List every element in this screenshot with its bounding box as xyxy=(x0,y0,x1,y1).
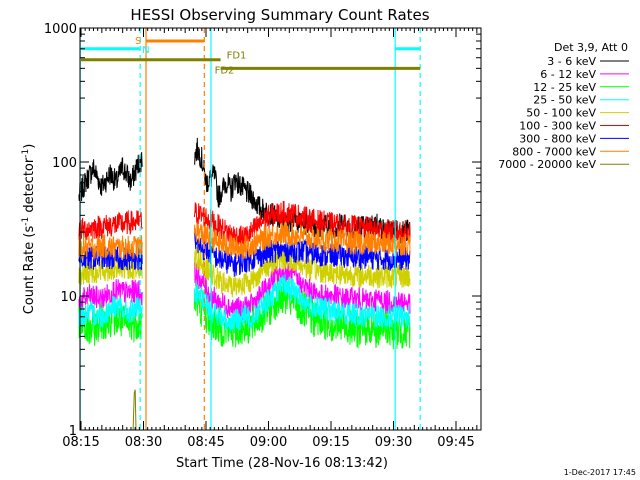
legend-label-0: 3 - 6 keV xyxy=(547,55,596,68)
chart-title: HESSI Observing Summary Count Rates xyxy=(130,6,429,24)
y-tick-label-3: 1000 xyxy=(44,22,77,37)
y-axis-label-sup1: -1 xyxy=(21,217,31,226)
y-tick-label-2: 100 xyxy=(52,156,77,171)
flag-label-fd1-3: FD1 xyxy=(227,51,247,62)
flag-label-s-0: S xyxy=(135,36,141,47)
legend-label-6: 300 - 800 keV xyxy=(519,132,596,145)
y-axis-label-sup2: -1 xyxy=(21,149,31,158)
y-axis-label-part2: detector xyxy=(22,157,37,217)
legend-label-7: 800 - 7000 keV xyxy=(512,145,596,158)
y-axis-label-part1: Count Rate (s xyxy=(22,226,37,315)
y-tick-layer: 1 10 100 1000 xyxy=(44,22,481,439)
footer-timestamp: 1-Dec-2017 17:45 xyxy=(564,468,636,477)
series-layer xyxy=(78,137,411,431)
series-line-8 xyxy=(132,389,137,431)
series-line-3 xyxy=(78,273,411,333)
x-tick-label-6: 09:45 xyxy=(437,435,474,450)
legend-label-3: 25 - 50 keV xyxy=(533,94,596,107)
y-axis-label-part3: ) xyxy=(22,144,37,149)
x-tick-label-0: 08:15 xyxy=(62,435,99,450)
series-line-7 xyxy=(78,221,411,261)
flag-label-fd2-4: FD2 xyxy=(215,65,235,76)
y-tick-label-0: 1 xyxy=(69,424,77,439)
x-axis-label: Start Time (28-Nov-16 08:13:42) xyxy=(176,456,388,471)
x-tick-label-5: 09:30 xyxy=(375,435,412,450)
x-tick-layer: 08:15 08:30 08:45 09:00 09:15 09:30 09:45 xyxy=(62,28,482,450)
legend-label-5: 100 - 300 keV xyxy=(519,120,596,133)
legend-label-4: 50 - 100 keV xyxy=(526,107,596,120)
flag-layer: SN FD1 FD2 xyxy=(81,36,421,76)
x-tick-label-2: 08:45 xyxy=(187,435,224,450)
legend-label-2: 12 - 25 keV xyxy=(533,81,596,94)
series-line-4 xyxy=(78,245,411,298)
legend-label-1: 6 - 12 keV xyxy=(540,68,596,81)
y-axis-label: Count Rate (s-1 detector-1) xyxy=(21,144,37,315)
y-tick-label-1: 10 xyxy=(60,290,77,305)
flag-label-n-1: N xyxy=(142,45,149,56)
legend-label-8: 7000 - 20000 keV xyxy=(498,158,596,171)
legend-header: Det 3,9, Att 0 xyxy=(554,41,628,54)
x-tick-label-1: 08:30 xyxy=(125,435,162,450)
x-tick-label-4: 09:15 xyxy=(312,435,349,450)
x-tick-label-3: 09:00 xyxy=(250,435,287,450)
